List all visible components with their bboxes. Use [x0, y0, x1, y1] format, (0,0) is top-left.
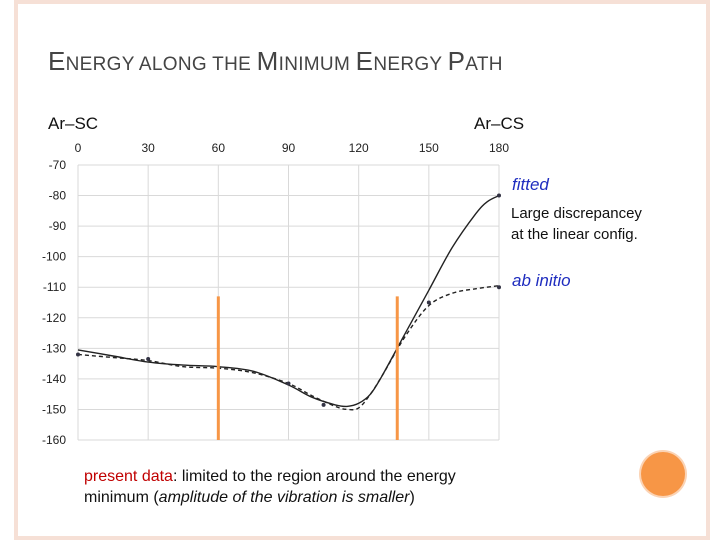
ab-initio-label: ab initio [512, 271, 571, 290]
discrepancy-note-line1: Large discrepancey [511, 205, 642, 222]
x-tick-label: 30 [141, 141, 155, 155]
left-end-label: Ar–SC [48, 114, 99, 133]
title-part: P [447, 46, 466, 76]
chart-grid [77, 164, 500, 441]
fitted-label: fitted [512, 175, 549, 194]
x-tick-label: 90 [282, 141, 296, 155]
y-tick-label: -70 [49, 158, 67, 172]
data-point [497, 285, 501, 290]
slide-frame-right [706, 0, 710, 540]
y-tick-label: -140 [42, 372, 66, 386]
title-part: E [355, 46, 374, 76]
slide-frame-bottom [14, 536, 710, 540]
y-tick-label: -80 [49, 189, 67, 203]
x-tick-label: 120 [349, 141, 369, 155]
title-part: E [48, 46, 66, 76]
title-part: INIMUM [278, 54, 356, 75]
y-tick-label: -110 [43, 280, 66, 294]
note-text: : limited to the region around the energ… [172, 468, 456, 485]
data-point [76, 352, 80, 357]
chart-ticks: -70 -80 -90 -100 -110 -120 -130 -140 -150 -160 0 30… [42, 141, 509, 447]
chart-markers [76, 193, 501, 407]
series-line-fitted [77, 194, 500, 408]
title-part: ATH [465, 54, 503, 75]
discrepancy-note-line2: at the linear config. [511, 226, 638, 243]
x-tick-label: 0 [75, 141, 82, 155]
x-tick-label: 150 [419, 141, 439, 155]
note-text: ) [409, 489, 415, 506]
data-point [321, 402, 326, 407]
slide-frame-top [14, 0, 710, 4]
region-lines [216, 296, 399, 440]
present-data-note: present data: limited to the region arou… [84, 466, 524, 508]
decorative-circle [641, 452, 685, 496]
slide-frame-left [14, 0, 18, 540]
note-text: minimum ( [84, 489, 159, 506]
y-tick-label: -120 [42, 311, 66, 325]
title-part: M [256, 46, 279, 76]
right-end-label: Ar–CS [474, 114, 525, 133]
slide-title: ENERGY ALONG THE MINIMUM ENERGY PATH [48, 46, 503, 77]
x-tick-label: 180 [489, 141, 509, 155]
y-tick-label: -100 [42, 250, 66, 264]
title-part: NERGY [373, 54, 448, 75]
data-point [426, 300, 431, 305]
x-tick-label: 60 [212, 141, 226, 155]
y-tick-label: -160 [42, 433, 66, 447]
y-tick-label: -130 [42, 341, 66, 355]
y-tick-label: -90 [49, 219, 67, 233]
data-point [146, 357, 151, 362]
chart-series [77, 194, 500, 411]
title-part: NERGY ALONG THE [65, 54, 257, 75]
series-line-ab-initio [77, 285, 500, 411]
y-tick-label: -150 [42, 402, 66, 416]
data-point [497, 193, 501, 198]
data-point [286, 381, 291, 386]
note-italic: amplitude of the vibration is smaller [158, 489, 410, 506]
note-highlight: present data [84, 468, 173, 485]
